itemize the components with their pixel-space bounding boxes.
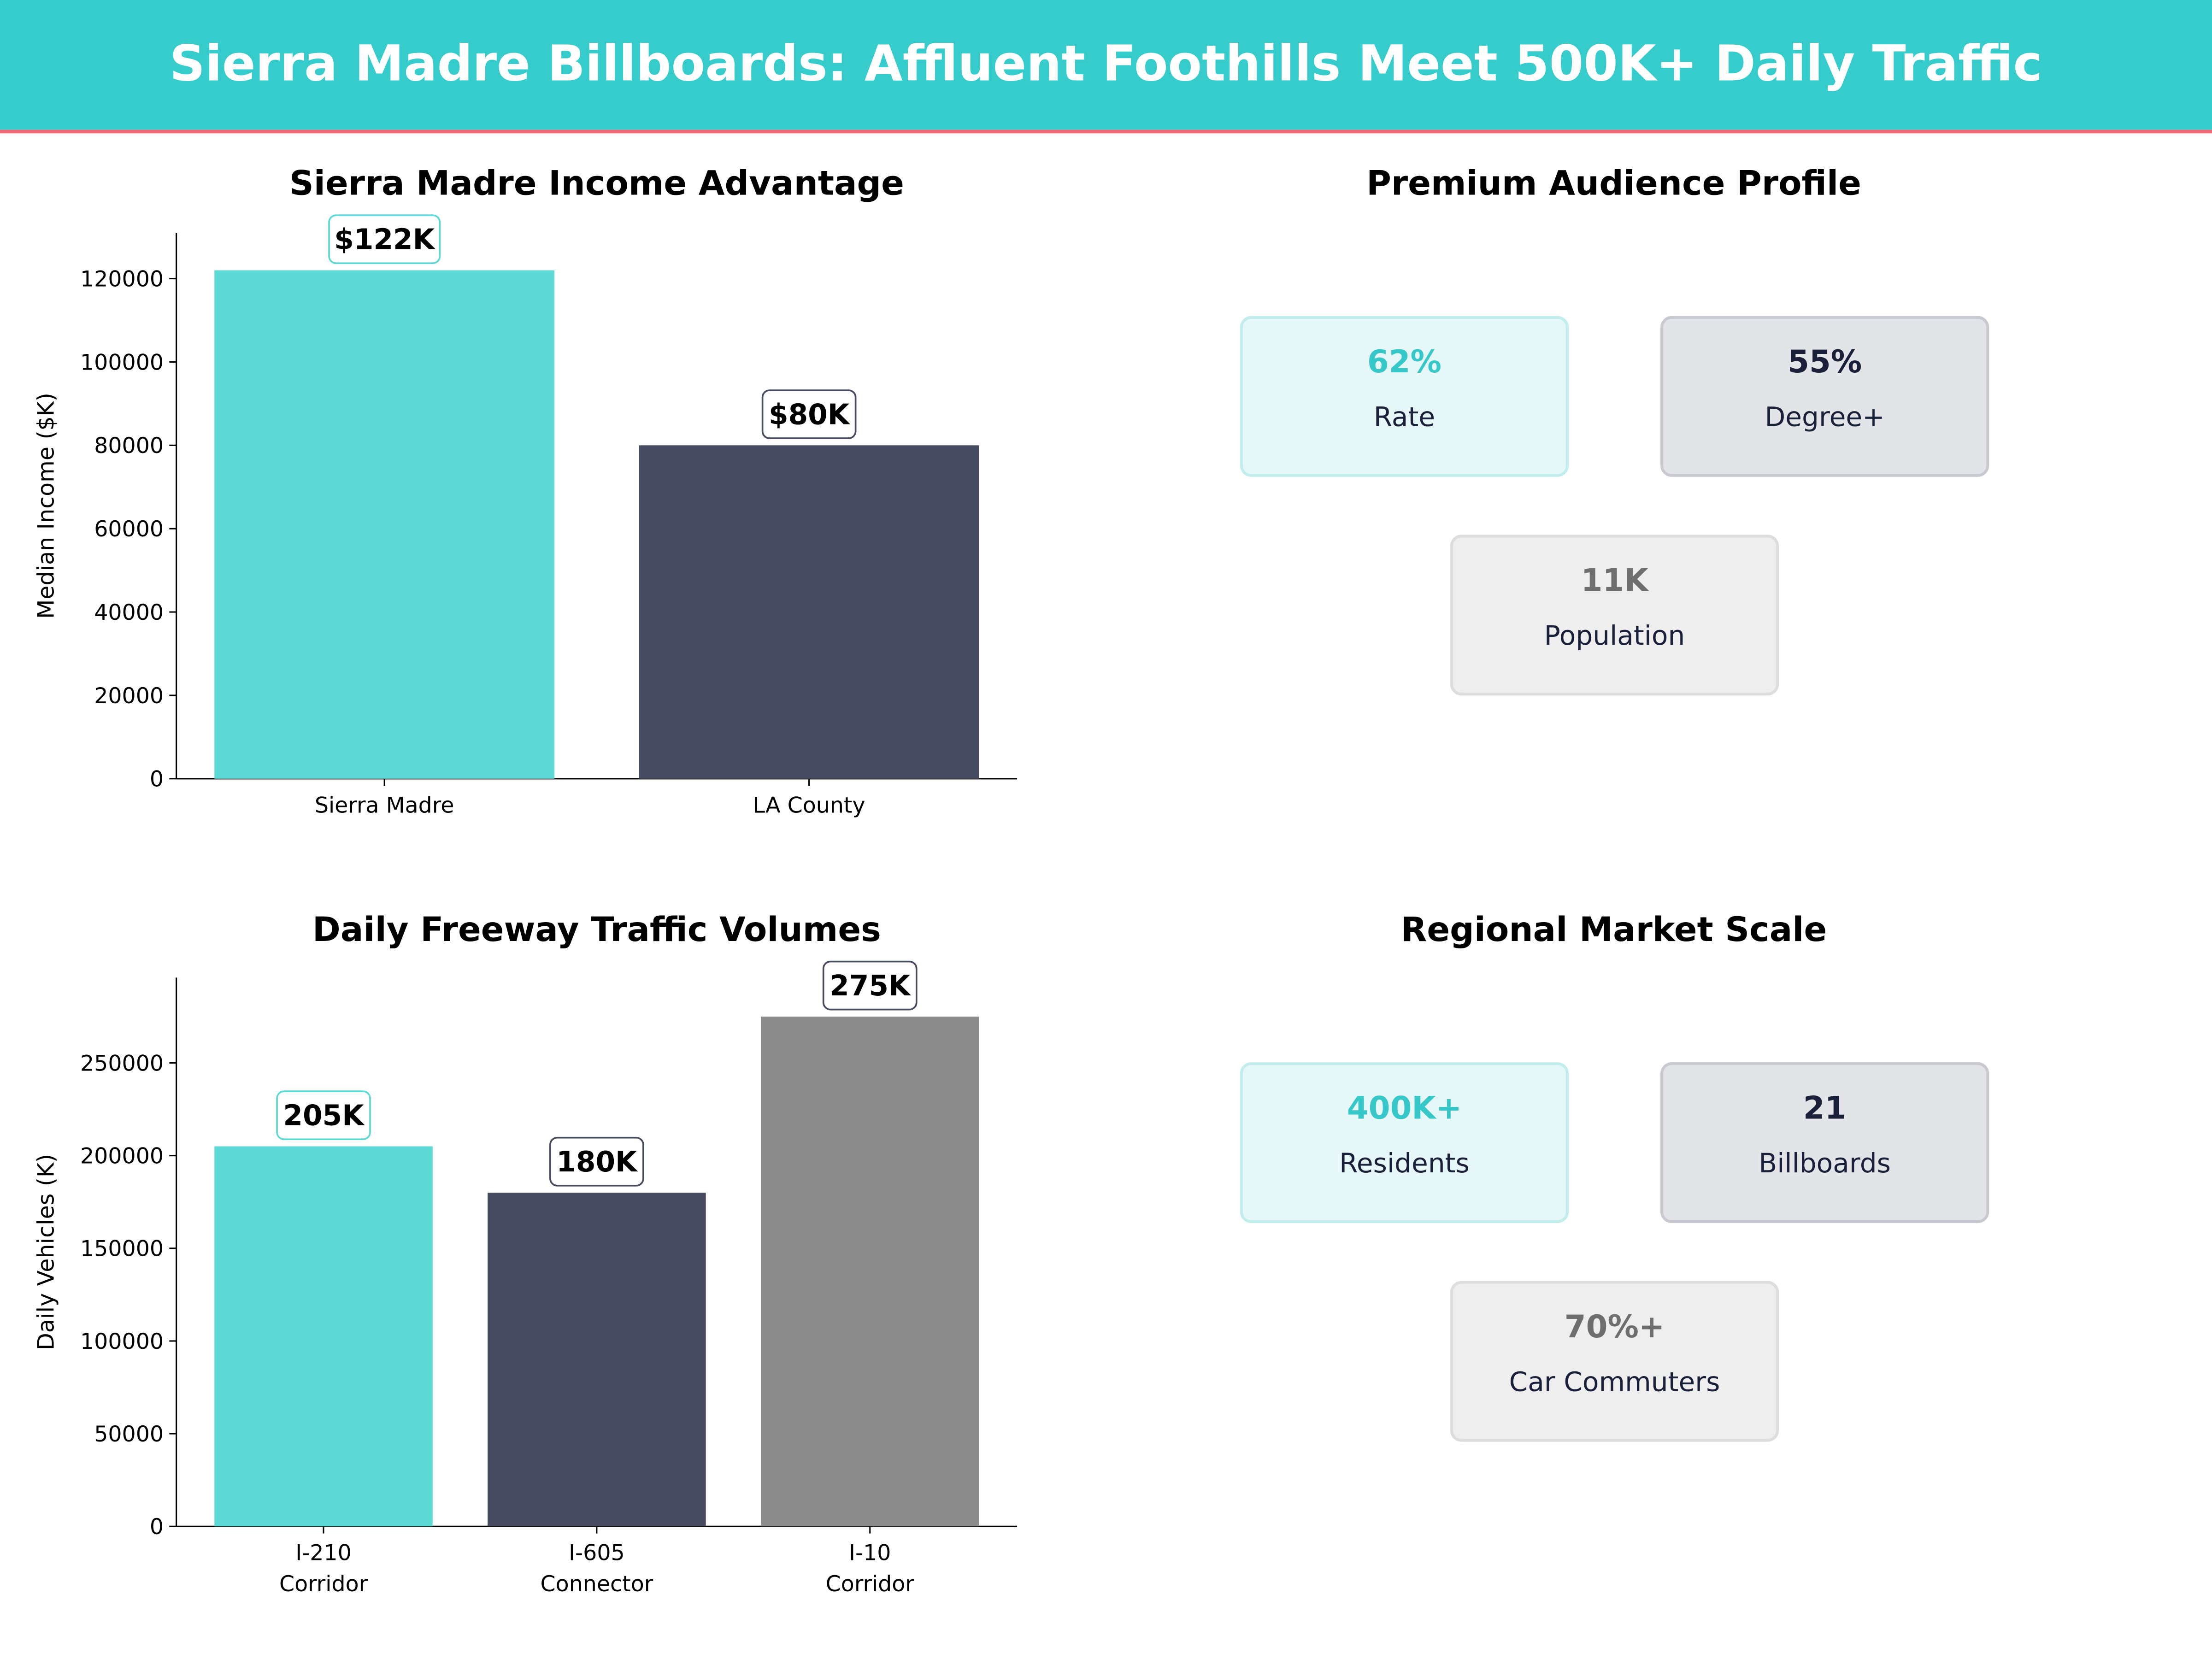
y-tick-label: 250000: [80, 1051, 164, 1076]
metric-card-rate: 62% Rate: [1240, 316, 1569, 477]
metric-card-commuters: 70%+ Car Commuters: [1450, 1281, 1779, 1442]
x-tick-label: I-210: [295, 1541, 352, 1566]
x-tick-label: Corridor: [826, 1571, 915, 1597]
metric-value: 400K+: [1347, 1090, 1462, 1126]
x-tick-label: LA County: [753, 793, 865, 818]
metric-card-billboards: 21 Billboards: [1660, 1062, 1989, 1224]
y-tick-label: 20000: [94, 683, 164, 709]
y-tick-label: 200000: [80, 1143, 164, 1169]
y-tick-label: 100000: [80, 350, 164, 375]
y-tick-label: 0: [150, 1514, 164, 1540]
metric-card-population: 11K Population: [1450, 535, 1779, 696]
panel-title: Regional Market Scale: [1401, 910, 1827, 949]
data-label-box: [822, 960, 918, 1011]
x-tick-label: Connector: [541, 1571, 653, 1597]
metric-label: Degree+: [1765, 401, 1884, 432]
data-label: $80K: [769, 398, 851, 431]
y-tick-label: 50000: [94, 1422, 164, 1447]
y-tick-label: 150000: [80, 1236, 164, 1262]
metric-value: 62%: [1367, 343, 1441, 380]
y-tick-label: 40000: [94, 600, 164, 625]
bar: [214, 270, 555, 779]
income-chart: Sierra Madre Income Advantage 0 20000 4000…: [33, 164, 1018, 818]
x-tick-label: I-605: [569, 1541, 625, 1566]
metric-label: Billboards: [1759, 1147, 1891, 1179]
bar: [488, 1193, 706, 1527]
data-label: 205K: [283, 1100, 365, 1132]
metric-label: Residents: [1339, 1147, 1470, 1179]
y-tick-label: 0: [150, 767, 164, 792]
x-tick-label: Corridor: [279, 1571, 368, 1597]
metric-label: Car Commuters: [1509, 1366, 1720, 1397]
header-banner: [0, 0, 2212, 130]
metric-card-residents: 400K+ Residents: [1240, 1062, 1569, 1224]
bar: [639, 445, 979, 779]
y-tick-label: 120000: [80, 266, 164, 292]
metric-value: 21: [1803, 1090, 1847, 1126]
page-title: Sierra Madre Billboards: Affluent Foothi…: [170, 35, 2042, 92]
metric-label: Rate: [1374, 401, 1435, 432]
data-label-box: [761, 389, 857, 439]
x-tick-label: I-10: [849, 1541, 891, 1566]
data-label: 180K: [556, 1146, 638, 1178]
chart-title: Daily Freeway Traffic Volumes: [312, 910, 881, 949]
metric-value: 55%: [1788, 343, 1862, 380]
data-label: $122K: [334, 224, 435, 256]
market-scale-panel: Regional Market Scale 400K+ Residents 21…: [1240, 910, 1989, 1442]
metric-value: 70%+: [1565, 1308, 1665, 1345]
metric-label: Population: [1544, 620, 1685, 651]
data-label-box: [549, 1136, 644, 1187]
audience-profile-panel: Premium Audience Profile 62% Rate 55% De…: [1240, 164, 1989, 696]
y-axis-label: Daily Vehicles (K): [33, 1154, 59, 1350]
x-tick-label: Sierra Madre: [315, 793, 454, 818]
header-accent-line: [0, 129, 2212, 134]
metric-value: 11K: [1581, 562, 1650, 599]
data-label-box: [276, 1090, 371, 1141]
traffic-chart: Daily Freeway Traffic Volumes 0 50000 1000…: [33, 910, 1018, 1597]
y-tick-label: 100000: [80, 1329, 164, 1354]
panel-title: Premium Audience Profile: [1366, 164, 1861, 203]
bar: [761, 1016, 979, 1527]
chart-title: Sierra Madre Income Advantage: [289, 164, 904, 203]
data-label: 275K: [830, 970, 912, 1002]
y-tick-label: 60000: [94, 517, 164, 542]
metric-card-degree: 55% Degree+: [1660, 316, 1989, 477]
y-axis-label: Median Income ($K): [33, 393, 59, 619]
data-label-box: [328, 214, 441, 265]
bar: [214, 1146, 433, 1527]
y-tick-label: 80000: [94, 433, 164, 459]
